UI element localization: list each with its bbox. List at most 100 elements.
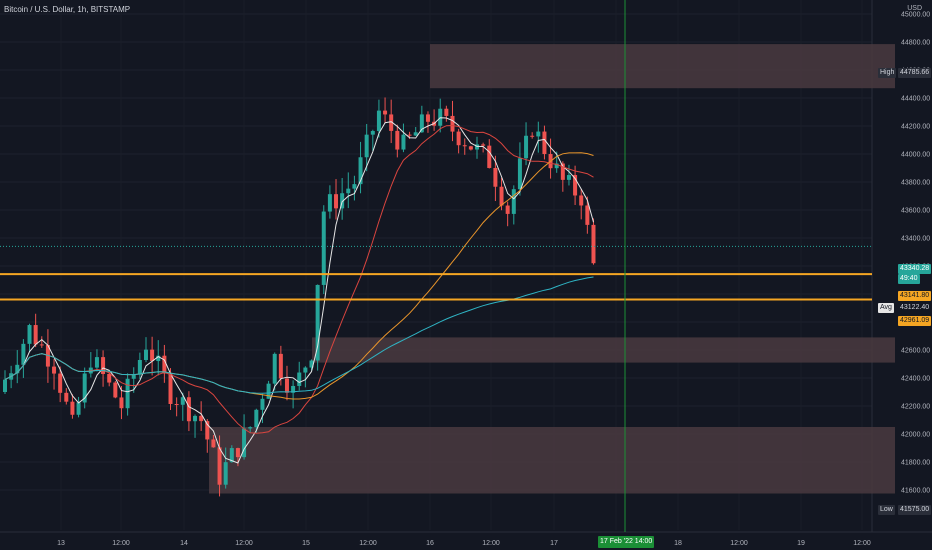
candle-body	[180, 397, 185, 405]
candle-body	[536, 131, 541, 137]
candle-body	[64, 392, 69, 402]
high-label: High	[878, 68, 897, 78]
candle-body	[407, 134, 412, 136]
candle-body	[383, 110, 388, 115]
level2-badge: 42961.09	[898, 316, 932, 326]
candle-body	[137, 359, 142, 375]
countdown-badge: 49:40	[898, 274, 920, 284]
avg-label: Avg	[878, 303, 894, 313]
candle-body	[113, 382, 118, 398]
level1-badge: 43141.80	[898, 291, 932, 301]
candle-body	[76, 402, 81, 415]
candle-body	[217, 447, 222, 485]
candle-body	[573, 175, 578, 196]
y-tick-label: 44400.00	[901, 96, 930, 103]
low-badge: 41575.00	[898, 505, 932, 515]
candle-body	[205, 421, 210, 440]
candle-body	[291, 385, 296, 393]
candle-body	[3, 379, 7, 392]
y-tick-label: 45000.00	[901, 12, 930, 19]
high-badge: 44785.66	[898, 68, 932, 78]
candle-body	[168, 373, 173, 404]
candle-body	[334, 194, 339, 209]
candle-body	[242, 428, 247, 458]
y-tick-label: 42000.00	[901, 432, 930, 439]
candle-body	[413, 132, 418, 136]
candle-body	[327, 194, 332, 212]
candle-body	[566, 175, 571, 180]
y-tick-label: 44200.00	[901, 124, 930, 131]
y-tick-label: 44000.00	[901, 152, 930, 159]
candle-body	[278, 353, 283, 379]
candle-body	[125, 378, 130, 409]
candle-body	[260, 398, 265, 410]
candle-body	[211, 439, 216, 448]
candle-body	[591, 224, 596, 264]
candle-body	[272, 353, 277, 384]
candle-body	[156, 355, 161, 362]
candle-body	[481, 144, 486, 146]
candle-body	[229, 448, 234, 463]
x-tick-label: 12:00	[730, 540, 748, 547]
y-tick-label: 42200.00	[901, 404, 930, 411]
candle-body	[395, 130, 400, 150]
supply-demand-zone	[430, 44, 895, 89]
candle-body	[33, 325, 38, 345]
candle-body	[150, 349, 155, 362]
current-price-badge: 43340.28	[898, 264, 932, 274]
candle-body	[39, 344, 44, 346]
x-tick-label: 19	[797, 540, 805, 547]
currency-line1: USD	[907, 5, 922, 12]
y-tick-label: 43800.00	[901, 180, 930, 187]
candle-body	[284, 378, 289, 393]
candle-body	[376, 110, 381, 132]
currency-label: USD	[907, 5, 922, 13]
candle-body	[542, 131, 547, 155]
candle-body	[193, 415, 198, 422]
x-tick-label: 14	[180, 540, 188, 547]
candle-body	[352, 184, 357, 189]
y-tick-label: 41800.00	[901, 460, 930, 467]
supply-demand-zone	[209, 427, 895, 494]
candle-body	[119, 397, 124, 409]
candle-body	[370, 131, 375, 135]
y-tick-label: 41600.00	[901, 488, 930, 495]
candle-body	[456, 131, 461, 146]
candle-body	[517, 158, 522, 190]
candle-body	[15, 364, 20, 374]
candle-body	[425, 114, 430, 122]
y-tick-label: 42400.00	[901, 376, 930, 383]
x-tick-label: 12:00	[482, 540, 500, 547]
x-tick-label: 13	[57, 540, 65, 547]
candle-body	[94, 357, 99, 368]
candle-body	[27, 325, 32, 344]
candle-body	[235, 448, 240, 458]
y-tick-label: 44800.00	[901, 40, 930, 47]
candle-body	[254, 409, 259, 428]
candle-body	[174, 403, 179, 405]
candle-body	[493, 167, 498, 187]
candle-body	[70, 401, 75, 415]
x-tick-label: 12:00	[853, 540, 871, 547]
candle-body	[554, 163, 559, 169]
candle-body	[52, 366, 57, 374]
candle-body	[364, 134, 369, 158]
candle-body	[468, 146, 473, 150]
candle-body	[223, 462, 228, 485]
candle-body	[315, 284, 320, 361]
candle-body	[101, 357, 106, 375]
x-tick-label: 16	[426, 540, 434, 547]
candle-body	[444, 108, 449, 116]
candle-body	[419, 114, 424, 133]
candle-body	[266, 383, 271, 399]
candle-body	[162, 355, 167, 374]
candle-body	[389, 114, 394, 131]
low-label: Low	[878, 505, 895, 515]
supply-demand-zone	[312, 337, 895, 363]
x-tick-label: 12:00	[112, 540, 130, 547]
candle-body	[579, 195, 584, 206]
candle-body	[585, 205, 590, 225]
candle-body	[487, 145, 492, 168]
y-tick-label: 43600.00	[901, 208, 930, 215]
